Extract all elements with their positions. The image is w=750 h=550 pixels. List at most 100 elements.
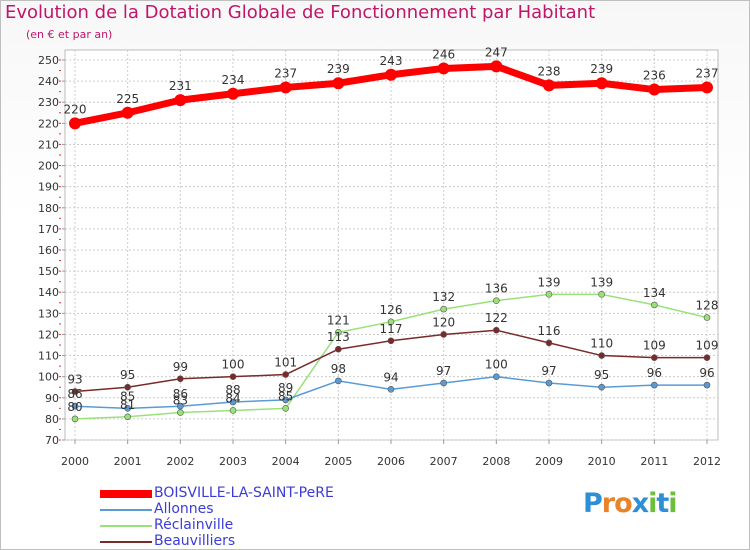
data-label: 139	[538, 275, 561, 289]
data-point	[335, 377, 342, 385]
data-label: 120	[432, 315, 455, 329]
chart-subtitle: (en € et par an)	[26, 28, 113, 41]
data-point	[124, 413, 131, 421]
x-tick-label: 2012	[693, 455, 721, 468]
data-label: 237	[274, 66, 297, 80]
x-tick-label: 2011	[640, 455, 668, 468]
data-label: 101	[274, 356, 297, 370]
data-point	[335, 345, 342, 353]
data-point	[387, 318, 395, 326]
data-label: 93	[67, 372, 82, 386]
y-tick-label: 250	[38, 54, 59, 67]
data-point	[124, 383, 131, 391]
data-label: 246	[432, 47, 455, 61]
data-point	[545, 379, 553, 387]
data-label: 126	[380, 303, 403, 317]
x-tick-label: 2010	[588, 455, 616, 468]
data-point	[69, 117, 81, 130]
data-point	[703, 314, 711, 321]
data-point	[490, 60, 503, 73]
data-label: 100	[222, 358, 245, 372]
data-label: 117	[380, 322, 403, 336]
data-label: 231	[169, 79, 192, 93]
y-tick-label: 100	[38, 371, 59, 384]
data-point	[177, 375, 184, 383]
y-tick-label: 190	[38, 181, 59, 194]
data-label: 89	[278, 381, 293, 395]
data-label: 110	[590, 337, 613, 351]
data-label: 121	[327, 313, 350, 327]
data-point	[121, 106, 134, 119]
data-label: 97	[436, 364, 451, 378]
y-tick-label: 150	[38, 265, 59, 278]
data-point	[124, 405, 131, 412]
data-label: 84	[225, 391, 240, 405]
data-label: 139	[590, 275, 613, 289]
data-point	[703, 354, 711, 361]
y-tick-label: 120	[38, 328, 59, 341]
logo-letter: r	[601, 488, 615, 519]
data-label: 220	[64, 102, 87, 116]
x-tick-label: 2002	[166, 455, 194, 468]
data-label: 98	[331, 362, 346, 376]
y-tick-label: 220	[38, 117, 59, 130]
data-point	[332, 77, 345, 90]
data-label: 122	[485, 311, 508, 325]
data-label: 113	[327, 330, 350, 344]
data-label: 96	[647, 366, 662, 380]
data-label: 128	[696, 299, 719, 313]
data-point	[71, 415, 79, 423]
logo-letter: i	[648, 488, 657, 519]
data-label: 239	[327, 62, 350, 76]
data-label: 236	[643, 69, 666, 83]
data-point	[229, 407, 237, 414]
data-point	[545, 339, 553, 347]
logo-letter: o	[614, 488, 633, 519]
data-point	[387, 386, 395, 393]
data-point	[227, 87, 239, 100]
x-tick-label: 2006	[377, 455, 405, 468]
chart-title: Evolution de la Dotation Globale de Fonc…	[5, 2, 596, 23]
proxiti-logo: Proxiti	[583, 488, 678, 519]
data-label: 116	[538, 324, 561, 338]
data-point	[651, 381, 658, 389]
data-point	[440, 331, 447, 338]
legend-swatch	[100, 490, 152, 498]
data-point	[651, 354, 658, 361]
logo-letter: i	[668, 488, 677, 519]
data-label: 85	[120, 389, 135, 403]
data-label: 88	[225, 383, 240, 397]
data-label: 83	[173, 394, 188, 408]
data-label: 96	[699, 366, 714, 380]
legend-label: Allonnes	[154, 501, 214, 517]
x-tick-label: 2001	[114, 455, 142, 468]
data-label: 95	[120, 368, 135, 382]
data-label: 100	[485, 358, 508, 372]
y-tick-label: 170	[38, 223, 59, 236]
y-tick-label: 80	[45, 413, 59, 426]
data-label: 97	[541, 364, 556, 378]
data-label: 94	[383, 370, 398, 384]
y-tick-label: 160	[38, 244, 59, 257]
data-point	[440, 305, 447, 313]
data-label: 109	[643, 339, 666, 353]
data-point	[282, 405, 289, 412]
y-tick-label: 180	[38, 202, 59, 215]
logo-letter: t	[656, 488, 669, 519]
data-point	[174, 94, 187, 107]
legend-swatch	[100, 541, 152, 543]
data-label: 132	[432, 290, 455, 304]
data-point	[437, 62, 450, 75]
x-tick-label: 2004	[272, 455, 300, 468]
data-point	[701, 81, 713, 94]
y-tick-label: 130	[38, 307, 59, 320]
data-point	[440, 379, 447, 387]
data-label: 109	[696, 339, 719, 353]
legend-swatch	[100, 509, 152, 511]
data-point	[598, 352, 605, 359]
y-tick-label: 110	[38, 350, 59, 363]
data-label: 239	[590, 62, 613, 76]
data-label: 225	[116, 92, 139, 106]
y-tick-label: 70	[45, 434, 59, 447]
y-tick-label: 200	[38, 160, 59, 173]
